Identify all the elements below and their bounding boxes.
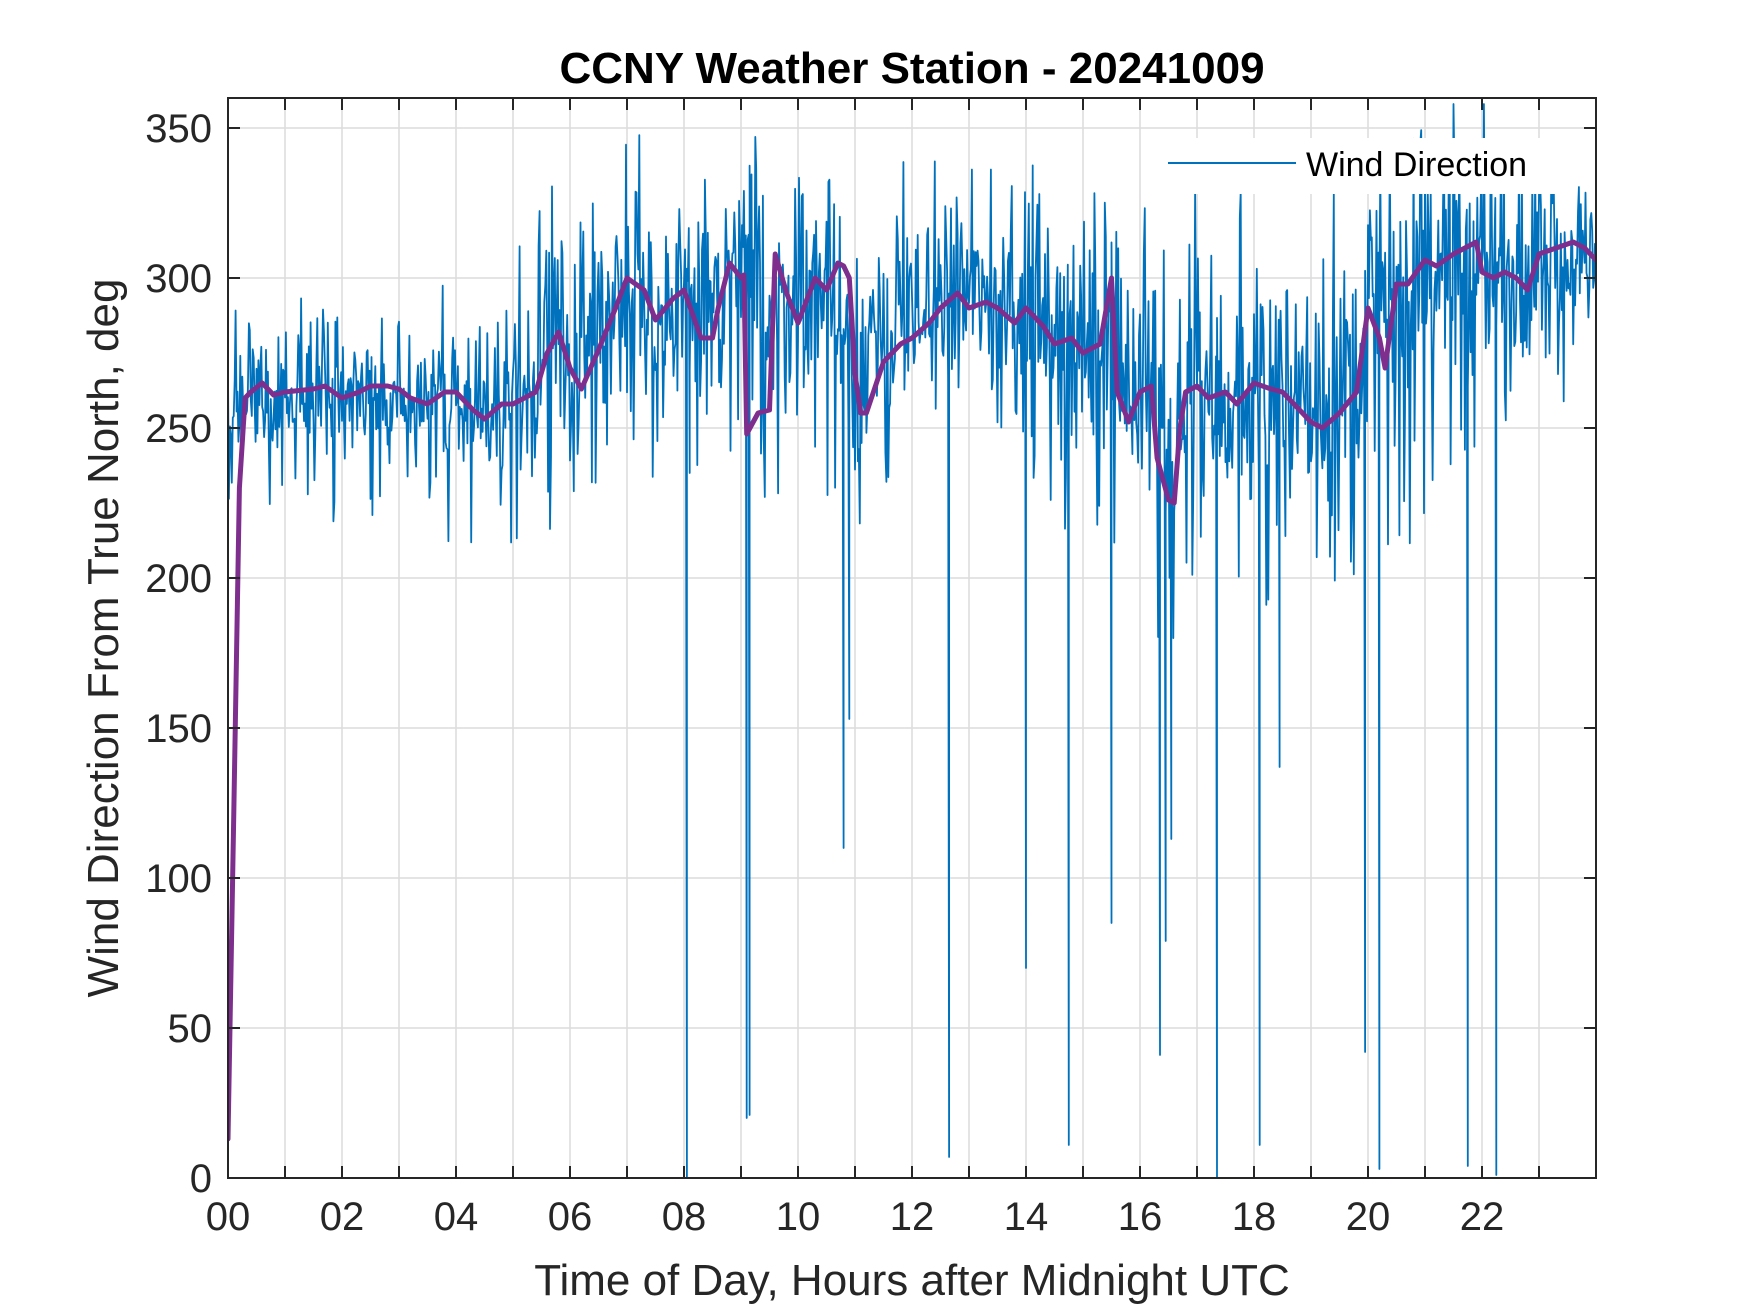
y-tick-label: 150 bbox=[145, 707, 212, 751]
legend: Wind Direction bbox=[1150, 138, 1570, 194]
x-tick-label: 06 bbox=[548, 1195, 593, 1239]
x-tick-label: 18 bbox=[1232, 1195, 1277, 1239]
y-tick-label: 50 bbox=[168, 1007, 213, 1051]
x-axis-label: Time of Day, Hours after Midnight UTC bbox=[534, 1256, 1290, 1305]
x-tick-label: 16 bbox=[1118, 1195, 1163, 1239]
x-tick-label: 02 bbox=[320, 1195, 365, 1239]
axis-ticks bbox=[227, 98, 1597, 1179]
series-line-wind-direction bbox=[228, 103, 1596, 1178]
plot-series bbox=[228, 103, 1596, 1178]
legend-entry-wind-direction: Wind Direction bbox=[1306, 146, 1527, 184]
y-tick-labels: 0 50 100 150 200 250 300 350 bbox=[145, 107, 212, 1201]
y-tick-label: 200 bbox=[145, 557, 212, 601]
x-tick-label: 12 bbox=[890, 1195, 935, 1239]
y-axis-label: Wind Direction From True North, deg bbox=[79, 279, 128, 998]
x-tick-label: 08 bbox=[662, 1195, 707, 1239]
x-tick-label: 14 bbox=[1004, 1195, 1049, 1239]
x-tick-labels: 00 02 04 06 08 10 12 14 16 18 20 22 bbox=[206, 1195, 1505, 1239]
series-line-smoothed-mean bbox=[228, 239, 1596, 1142]
chart-title: CCNY Weather Station - 20241009 bbox=[559, 44, 1264, 93]
x-tick-label: 04 bbox=[434, 1195, 479, 1239]
y-tick-label: 350 bbox=[145, 107, 212, 151]
legend-box bbox=[1150, 138, 1570, 194]
y-tick-label: 250 bbox=[145, 407, 212, 451]
x-tick-label: 22 bbox=[1460, 1195, 1505, 1239]
y-tick-label: 0 bbox=[190, 1157, 212, 1201]
x-tick-label: 20 bbox=[1346, 1195, 1391, 1239]
y-tick-label: 300 bbox=[145, 257, 212, 301]
x-tick-label: 00 bbox=[206, 1195, 251, 1239]
y-tick-label: 100 bbox=[145, 857, 212, 901]
x-tick-label: 10 bbox=[776, 1195, 821, 1239]
